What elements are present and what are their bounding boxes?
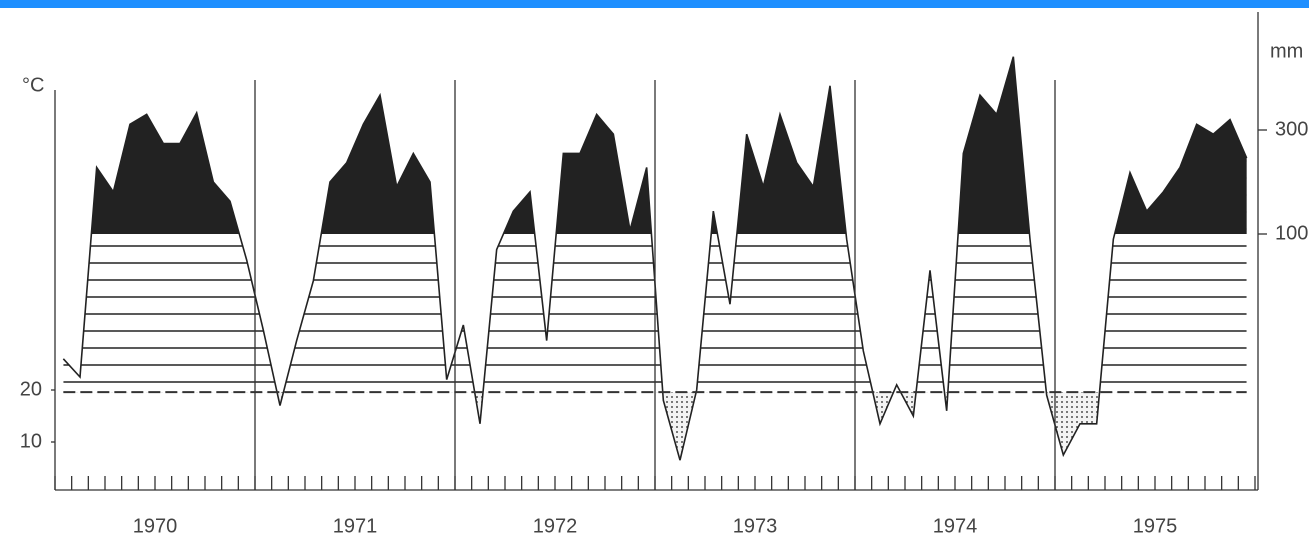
y2-axis-label: mm [1270,40,1303,62]
x-tick-label: 1971 [333,515,378,537]
x-tick-label: 1975 [1133,515,1178,537]
top-bar [0,0,1309,8]
y-tick-label: 20 [20,378,42,400]
x-tick-label: 1973 [733,515,778,537]
y2-tick-label: 100 [1275,222,1308,244]
y-tick-label: 10 [20,430,42,452]
x-tick-label: 1974 [933,515,978,537]
y-axis-label: °C [22,74,44,96]
y2-tick-label: 300 [1275,118,1308,140]
x-tick-label: 1970 [133,515,178,537]
plot-area: 1970 1971 1972 1973 1974 1975 10 20 100 300 [20,12,1308,537]
x-tick-label: 1972 [533,515,578,537]
perhumid-area [63,56,1247,234]
